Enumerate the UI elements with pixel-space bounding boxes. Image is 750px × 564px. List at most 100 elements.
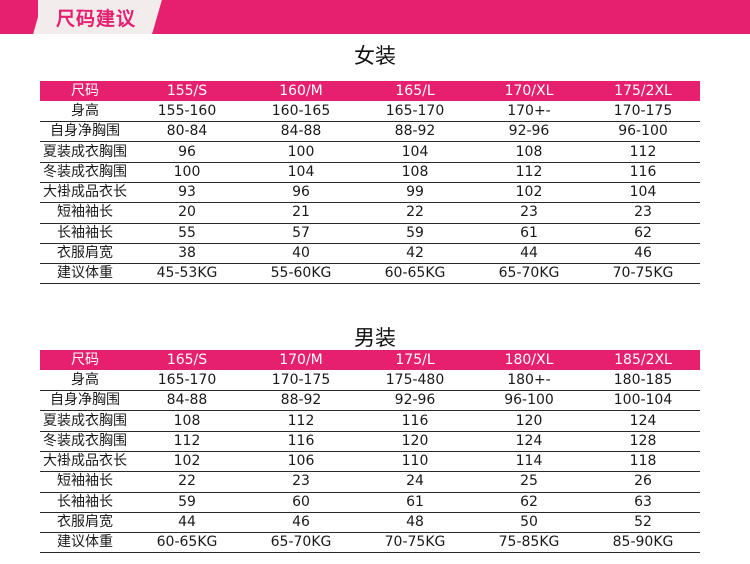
value-cell: 108 bbox=[472, 141, 586, 163]
row-label-cell: 长袖袖长 bbox=[40, 492, 130, 513]
value-cell: 23 bbox=[472, 202, 586, 224]
value-cell: 165-170 bbox=[358, 101, 472, 123]
row-label-cell: 自身净胸围 bbox=[40, 390, 130, 412]
value-cell: 124 bbox=[586, 410, 700, 432]
value-cell: 96-100 bbox=[586, 121, 700, 143]
header-cell-label: 尺码 bbox=[40, 350, 130, 371]
value-cell: 61 bbox=[472, 223, 586, 244]
row-label-cell: 长袖袖长 bbox=[40, 223, 130, 244]
row-label-cell: 身高 bbox=[40, 101, 130, 123]
header-cell-size: 160/M bbox=[244, 81, 358, 102]
value-cell: 100-104 bbox=[586, 390, 700, 412]
row-label-cell: 冬装成衣胸围 bbox=[40, 162, 130, 183]
row-label-cell: 大褂成品衣长 bbox=[40, 451, 130, 473]
value-cell: 112 bbox=[472, 162, 586, 183]
value-cell: 93 bbox=[130, 182, 244, 204]
table-row: 建议体重 45-53KG 55-60KG 60-65KG 65-70KG 70-75KG bbox=[40, 263, 700, 285]
value-cell: 170+- bbox=[472, 101, 586, 123]
header-cell-size: 165/L bbox=[358, 81, 472, 102]
value-cell: 46 bbox=[244, 512, 358, 534]
table-row: 大褂成品衣长 102 106 110 114 118 bbox=[40, 451, 700, 473]
header-cell-size: 185/2XL bbox=[586, 350, 700, 371]
value-cell: 112 bbox=[586, 141, 700, 163]
value-cell: 44 bbox=[472, 243, 586, 265]
title-tag bbox=[38, 0, 166, 34]
row-label-cell: 冬装成衣胸围 bbox=[40, 431, 130, 452]
value-cell: 59 bbox=[358, 223, 472, 244]
table-row: 夏装成衣胸围 108 112 116 120 124 bbox=[40, 410, 700, 432]
value-cell: 110 bbox=[358, 451, 472, 473]
table-row: 冬装成衣胸围 112 116 120 124 128 bbox=[40, 431, 700, 452]
page-title: 尺码建议 bbox=[56, 8, 137, 30]
row-label-cell: 自身净胸围 bbox=[40, 121, 130, 143]
value-cell: 44 bbox=[130, 512, 244, 534]
value-cell: 26 bbox=[586, 471, 700, 493]
value-cell: 106 bbox=[244, 451, 358, 473]
value-cell: 24 bbox=[358, 471, 472, 493]
value-cell: 104 bbox=[358, 141, 472, 163]
row-label-cell: 大褂成品衣长 bbox=[40, 182, 130, 204]
value-cell: 22 bbox=[130, 471, 244, 493]
value-cell: 60 bbox=[244, 492, 358, 513]
value-cell: 88-92 bbox=[358, 121, 472, 143]
value-cell: 88-92 bbox=[244, 390, 358, 412]
table-row: 衣服肩宽 38 40 42 44 46 bbox=[40, 243, 700, 265]
row-label-cell: 身高 bbox=[40, 370, 130, 392]
value-cell: 80-84 bbox=[130, 121, 244, 143]
value-cell: 60-65KG bbox=[130, 532, 244, 554]
header-cell-size: 155/S bbox=[130, 81, 244, 102]
value-cell: 84-88 bbox=[244, 121, 358, 143]
header-cell-size: 180/XL bbox=[472, 350, 586, 371]
row-label-cell: 短袖袖长 bbox=[40, 471, 130, 493]
value-cell: 52 bbox=[586, 512, 700, 534]
value-cell: 20 bbox=[130, 202, 244, 224]
value-cell: 99 bbox=[358, 182, 472, 204]
value-cell: 62 bbox=[472, 492, 586, 513]
value-cell: 160-165 bbox=[244, 101, 358, 123]
row-label-cell: 建议体重 bbox=[40, 532, 130, 554]
value-cell: 108 bbox=[130, 410, 244, 432]
value-cell: 100 bbox=[244, 141, 358, 163]
value-cell: 85-90KG bbox=[586, 532, 700, 554]
value-cell: 75-85KG bbox=[472, 532, 586, 554]
value-cell: 59 bbox=[130, 492, 244, 513]
header-cell-size: 170/M bbox=[244, 350, 358, 371]
value-cell: 104 bbox=[244, 162, 358, 183]
value-cell: 63 bbox=[586, 492, 700, 513]
value-cell: 60-65KG bbox=[358, 263, 472, 285]
value-cell: 116 bbox=[244, 431, 358, 452]
value-cell: 104 bbox=[586, 182, 700, 204]
table-row: 长袖袖长 55 57 59 61 62 bbox=[40, 223, 700, 244]
value-cell: 124 bbox=[472, 431, 586, 452]
header-cell-size: 165/S bbox=[130, 350, 244, 371]
men-size-table: 尺码 165/S 170/M 175/L 180/XL 185/2XL 身高 165-170 1… bbox=[40, 350, 700, 554]
value-cell: 118 bbox=[586, 451, 700, 473]
table-row: 长袖袖长 59 60 61 62 63 bbox=[40, 492, 700, 513]
value-cell: 45-53KG bbox=[130, 263, 244, 285]
value-cell: 50 bbox=[472, 512, 586, 534]
header-cell-size: 170/XL bbox=[472, 81, 586, 102]
header-cell-label: 尺码 bbox=[40, 81, 130, 102]
row-label-cell: 夏装成衣胸围 bbox=[40, 141, 130, 163]
value-cell: 116 bbox=[586, 162, 700, 183]
table-row: 短袖袖长 20 21 22 23 23 bbox=[40, 202, 700, 224]
value-cell: 96-100 bbox=[472, 390, 586, 412]
table-header-row: 尺码 165/S 170/M 175/L 180/XL 185/2XL bbox=[40, 350, 700, 371]
value-cell: 170-175 bbox=[586, 101, 700, 123]
value-cell: 22 bbox=[358, 202, 472, 224]
value-cell: 102 bbox=[472, 182, 586, 204]
row-label-cell: 夏装成衣胸围 bbox=[40, 410, 130, 432]
value-cell: 96 bbox=[244, 182, 358, 204]
value-cell: 175-480 bbox=[358, 370, 472, 392]
women-size-table: 尺码 155/S 160/M 165/L 170/XL 175/2XL 身高 155-160 1… bbox=[40, 81, 700, 285]
table-row: 自身净胸围 80-84 84-88 88-92 92-96 96-100 bbox=[40, 121, 700, 143]
row-label-cell: 衣服肩宽 bbox=[40, 512, 130, 534]
value-cell: 112 bbox=[130, 431, 244, 452]
row-label-cell: 短袖袖长 bbox=[40, 202, 130, 224]
value-cell: 65-70KG bbox=[472, 263, 586, 285]
value-cell: 42 bbox=[358, 243, 472, 265]
value-cell: 170-175 bbox=[244, 370, 358, 392]
women-section-title: 女装 bbox=[354, 44, 396, 68]
value-cell: 70-75KG bbox=[586, 263, 700, 285]
value-cell: 155-160 bbox=[130, 101, 244, 123]
